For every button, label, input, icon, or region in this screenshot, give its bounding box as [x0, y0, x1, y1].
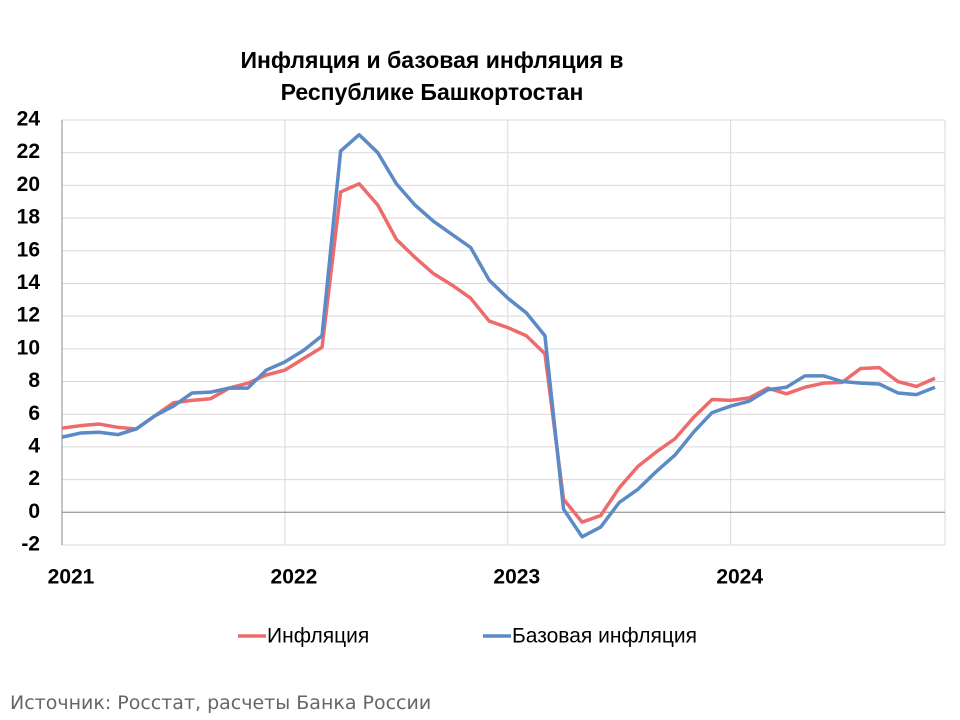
y-tick-label: 6 [28, 402, 40, 425]
source-note: Источник: Росстат, расчеты Банка России [10, 692, 432, 714]
legend-label: Инфляция [267, 625, 369, 648]
x-tick-label: 2022 [271, 566, 318, 589]
y-tick-label: 8 [28, 369, 40, 392]
y-tick-label: 0 [28, 500, 40, 523]
x-tick-label: 2023 [493, 566, 540, 589]
y-tick-label: 20 [17, 173, 40, 196]
data-line [61, 132, 936, 539]
y-tick-label: -2 [21, 533, 40, 556]
legend-label: Базовая инфляция [512, 625, 697, 648]
y-tick-label: 16 [17, 238, 40, 261]
y-tick-label: 2 [28, 467, 40, 490]
y-tick-label: 14 [17, 271, 41, 294]
data-line [61, 182, 936, 524]
y-tick-label: 10 [17, 336, 40, 359]
x-tick-label: 2024 [716, 566, 763, 589]
y-tick-label: 24 [17, 108, 41, 131]
y-tick-label: 18 [17, 206, 41, 229]
x-tick-label: 2021 [48, 566, 95, 589]
y-tick-label: 22 [17, 140, 40, 163]
y-tick-label: 4 [28, 434, 40, 457]
chart-title: Инфляция и базовая инфляция в Республике… [240, 47, 624, 105]
y-tick-label: 12 [17, 304, 40, 327]
